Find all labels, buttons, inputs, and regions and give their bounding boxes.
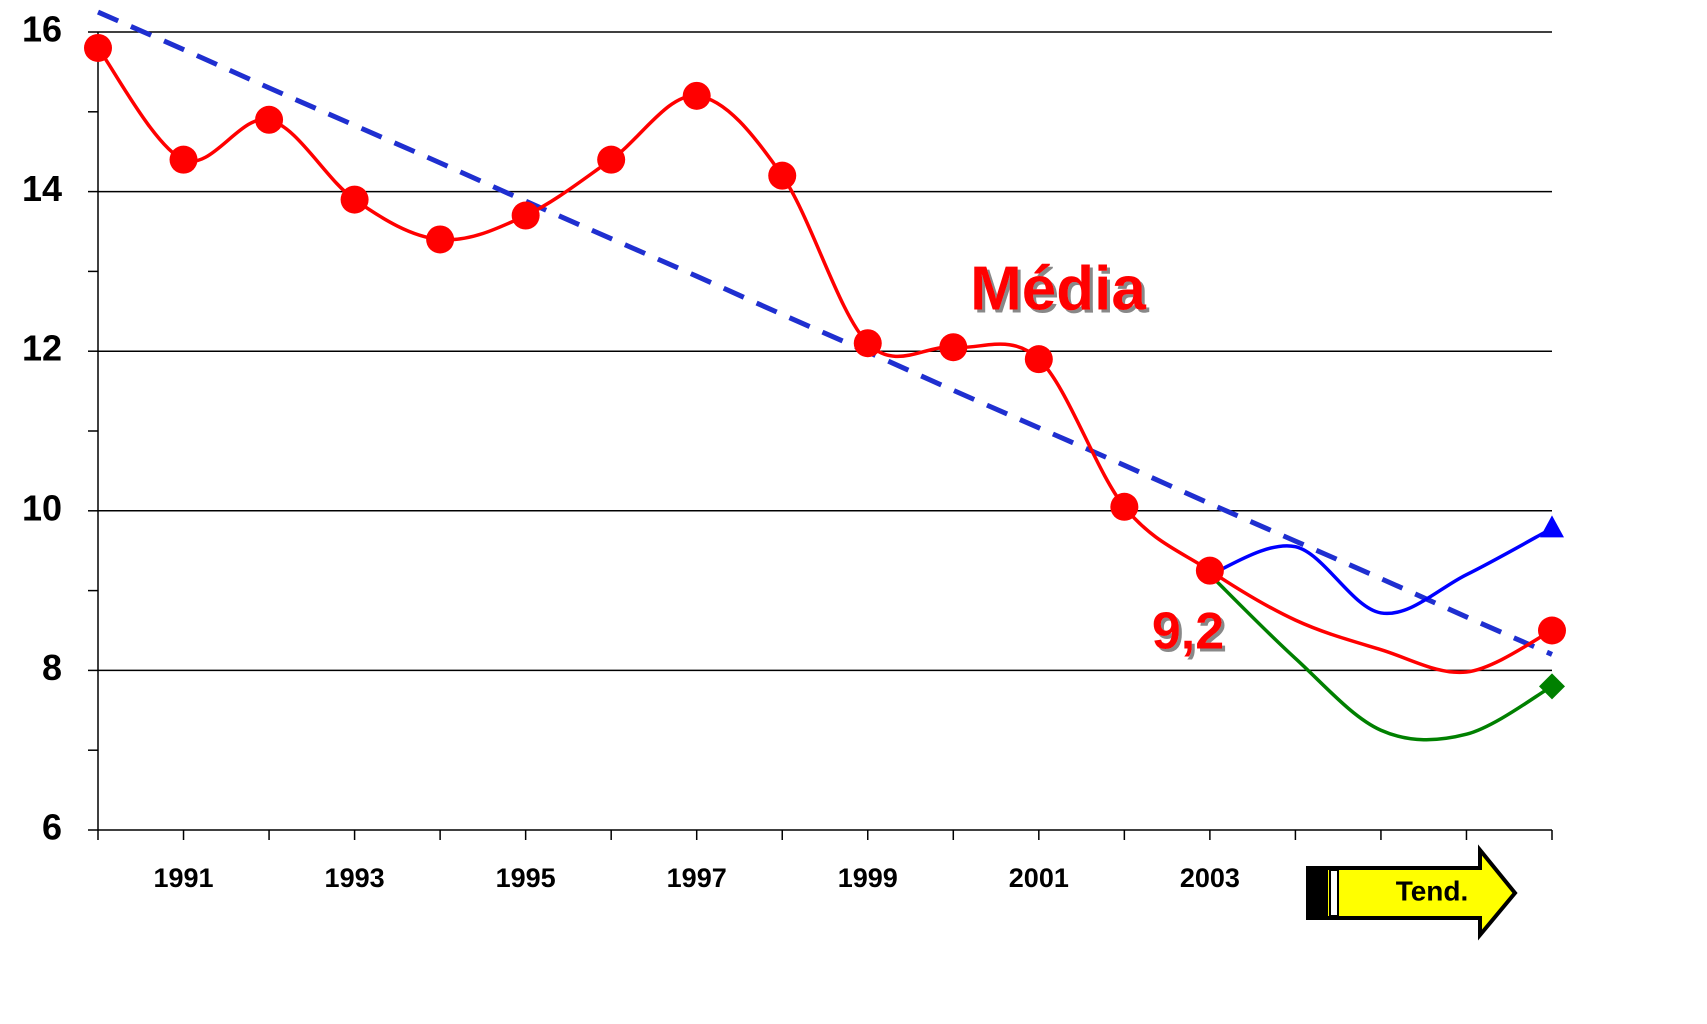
marker bbox=[426, 225, 455, 254]
marker bbox=[511, 201, 540, 230]
marker bbox=[1540, 515, 1564, 538]
marker bbox=[1024, 345, 1053, 374]
trend-button[interactable]: Tend. bbox=[1306, 844, 1518, 941]
arrow-bar bbox=[1310, 870, 1328, 916]
x-tick-label: 2003 bbox=[1180, 863, 1240, 893]
marker bbox=[1539, 673, 1565, 700]
marker bbox=[597, 145, 626, 174]
y-tick-label: 8 bbox=[42, 647, 62, 688]
y-tick-label: 6 bbox=[42, 807, 62, 848]
line bbox=[96, 46, 1553, 675]
marker bbox=[768, 161, 797, 190]
line bbox=[96, 9, 1554, 657]
x-tick-label: 1993 bbox=[325, 863, 385, 893]
marker bbox=[1195, 556, 1224, 585]
x-tick-label: 1995 bbox=[496, 863, 556, 893]
annotation: Média bbox=[970, 254, 1146, 323]
marker bbox=[255, 105, 284, 134]
marker bbox=[169, 145, 198, 174]
marker bbox=[682, 81, 711, 110]
y-tick-label: 14 bbox=[22, 168, 62, 209]
marker bbox=[853, 329, 882, 358]
plot: 6 8 10 12 14 16 1991 1993 1995 1997 1999 2001 2003 bbox=[22, 9, 1566, 893]
x-tick-label: 2001 bbox=[1009, 863, 1069, 893]
marker bbox=[84, 33, 112, 62]
y-tick-label: 12 bbox=[22, 328, 62, 369]
x-tick-label: 1999 bbox=[838, 863, 898, 893]
marker bbox=[340, 185, 369, 214]
arrow-bar bbox=[1329, 869, 1339, 917]
y-tick-label: 16 bbox=[22, 9, 62, 50]
marker bbox=[1538, 616, 1566, 645]
button-label: Tend. bbox=[1396, 875, 1469, 906]
marker bbox=[1110, 492, 1139, 521]
y-tick-label: 10 bbox=[22, 487, 62, 528]
arrow bbox=[1306, 844, 1518, 941]
line bbox=[1209, 526, 1553, 616]
line bbox=[1208, 573, 1553, 742]
marker bbox=[939, 333, 968, 362]
x-tick-label: 1991 bbox=[153, 863, 213, 893]
annotation: 9,2 bbox=[1152, 603, 1224, 661]
x-tick-label: 1997 bbox=[667, 863, 727, 893]
